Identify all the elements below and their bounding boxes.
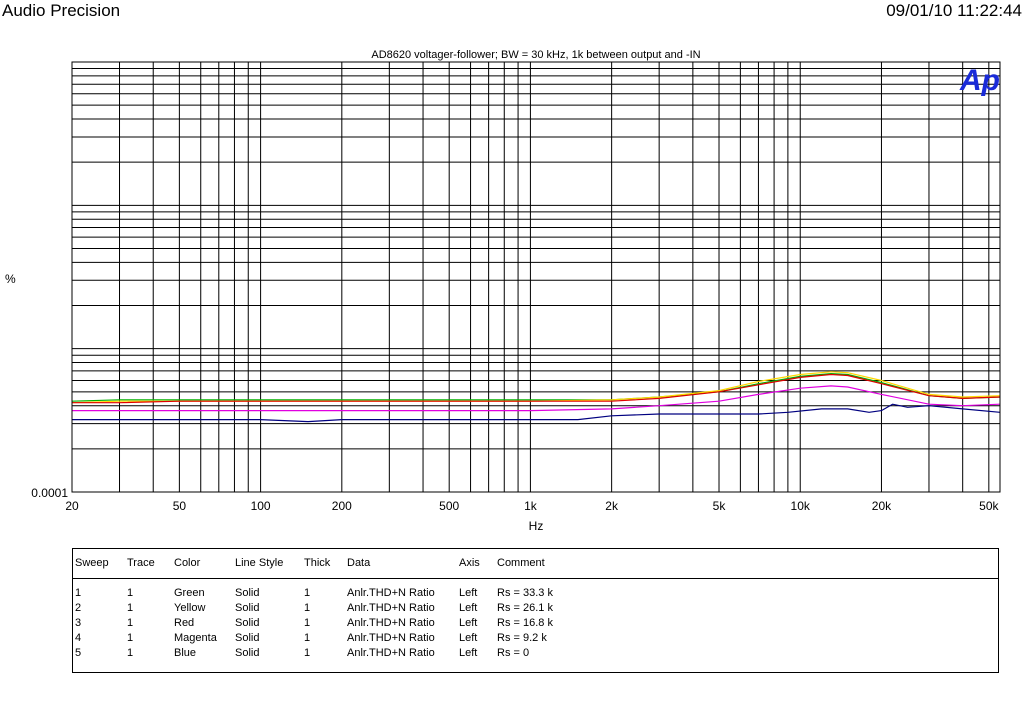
legend-cell-thick: 1 xyxy=(304,647,311,659)
y-tick-label: 0.0001 xyxy=(31,486,68,500)
legend-cell-comment: Rs = 26.1 k xyxy=(497,602,553,614)
legend-cell-axis: Left xyxy=(459,632,478,644)
series-line-3 xyxy=(72,373,1001,404)
legend-cell-comment: Rs = 0 xyxy=(497,647,530,659)
legend-cell-trace: 1 xyxy=(127,632,134,644)
x-tick-label: 1k xyxy=(524,499,538,513)
legend-cell-trace: 1 xyxy=(127,602,134,614)
x-tick-label: 20 xyxy=(65,499,79,513)
plot-frame xyxy=(71,61,1001,493)
y-tick-labels: 0.0001 xyxy=(31,486,68,500)
x-tick-label: 50k xyxy=(979,499,999,513)
legend-cell-line-style: Solid xyxy=(235,602,260,614)
legend-header-trace: Trace xyxy=(127,557,155,569)
legend-cell-thick: 1 xyxy=(304,602,311,614)
legend-row: 1 1 Green Solid 1 Anlr.THD+N Ratio Left … xyxy=(73,587,998,602)
series-line-1 xyxy=(71,372,1001,402)
legend-cell-sweep: 5 xyxy=(75,647,82,659)
x-tick-labels: 20 50 100 200 500 1k 2k 5k 10k 20k 50k xyxy=(65,499,999,513)
legend-cell-line-style: Solid xyxy=(235,632,260,644)
legend-cell-sweep: 4 xyxy=(75,632,82,644)
legend-cell-comment: Rs = 9.2 k xyxy=(497,632,547,644)
legend-cell-line-style: Solid xyxy=(235,647,260,659)
legend-header-thick: Thick xyxy=(304,557,331,569)
y-axis-label: % xyxy=(5,272,16,286)
legend-table: Sweep Trace Color Line Style Thick Data … xyxy=(72,548,999,673)
legend-cell-thick: 1 xyxy=(304,617,311,629)
series-line-2 xyxy=(71,371,1001,404)
x-tick-label: 5k xyxy=(713,499,727,513)
legend-header-axis: Axis xyxy=(459,557,480,569)
legend-cell-data: Anlr.THD+N Ratio xyxy=(347,632,435,644)
legend-row: 5 1 Blue Solid 1 Anlr.THD+N Ratio Left R… xyxy=(73,647,998,662)
legend-header-row: Sweep Trace Color Line Style Thick Data … xyxy=(73,549,998,579)
x-tick-label: 200 xyxy=(332,499,352,513)
legend-cell-trace: 1 xyxy=(127,617,134,629)
legend-cell-thick: 1 xyxy=(304,587,311,599)
legend-cell-color: Yellow xyxy=(174,602,206,614)
legend-header-comment: Comment xyxy=(497,557,545,569)
legend-cell-line-style: Solid xyxy=(235,617,260,629)
legend-cell-trace: 1 xyxy=(127,647,134,659)
legend-cell-color: Red xyxy=(174,617,195,629)
x-tick-label: 10k xyxy=(791,499,811,513)
legend-cell-axis: Left xyxy=(459,617,478,629)
legend-header-color: Color xyxy=(174,557,201,569)
series-group xyxy=(71,371,1001,423)
legend-header-data: Data xyxy=(347,557,371,569)
legend-cell-axis: Left xyxy=(459,602,478,614)
legend-cell-axis: Left xyxy=(459,647,478,659)
legend-cell-color: Green xyxy=(174,587,205,599)
grid xyxy=(72,62,1000,492)
chart-title: AD8620 voltager-follower; BW = 30 kHz, 1… xyxy=(371,49,700,61)
legend-cell-comment: Rs = 16.8 k xyxy=(497,617,553,629)
legend-cell-sweep: 3 xyxy=(75,617,82,629)
legend-cell-axis: Left xyxy=(459,587,478,599)
x-tick-label: 20k xyxy=(872,499,892,513)
legend-header-sweep: Sweep xyxy=(75,557,109,569)
legend-cell-sweep: 1 xyxy=(75,587,82,599)
legend-cell-data: Anlr.THD+N Ratio xyxy=(347,587,435,599)
legend-cell-color: Magenta xyxy=(174,632,217,644)
x-tick-label: 2k xyxy=(605,499,619,513)
audio-precision-logo-icon: Ap xyxy=(959,64,1000,97)
legend-cell-data: Anlr.THD+N Ratio xyxy=(347,647,435,659)
x-tick-label: 100 xyxy=(251,499,271,513)
legend-cell-sweep: 2 xyxy=(75,602,82,614)
series-line-5 xyxy=(72,403,1001,423)
legend-row: 3 1 Red Solid 1 Anlr.THD+N Ratio Left Rs… xyxy=(73,617,998,632)
legend-header-line-style: Line Style xyxy=(235,557,284,569)
timestamp: 09/01/10 11:22:44 xyxy=(886,1,1022,20)
x-tick-label: 50 xyxy=(173,499,187,513)
legend-cell-color: Blue xyxy=(174,647,197,659)
legend-row: 2 1 Yellow Solid 1 Anlr.THD+N Ratio Left… xyxy=(73,602,998,617)
thd-chart: AD8620 voltager-follower; BW = 30 kHz, 1… xyxy=(5,49,1001,533)
legend-cell-data: Anlr.THD+N Ratio xyxy=(347,617,435,629)
series-line-4 xyxy=(72,385,1001,412)
x-axis-label: Hz xyxy=(529,519,544,533)
legend-cell-data: Anlr.THD+N Ratio xyxy=(347,602,435,614)
legend-cell-trace: 1 xyxy=(127,587,134,599)
legend-row: 4 1 Magenta Solid 1 Anlr.THD+N Ratio Lef… xyxy=(73,632,998,647)
legend-cell-thick: 1 xyxy=(304,632,311,644)
app-title: Audio Precision xyxy=(2,1,121,20)
x-tick-label: 500 xyxy=(439,499,459,513)
legend-cell-line-style: Solid xyxy=(235,587,260,599)
legend-cell-comment: Rs = 33.3 k xyxy=(497,587,553,599)
